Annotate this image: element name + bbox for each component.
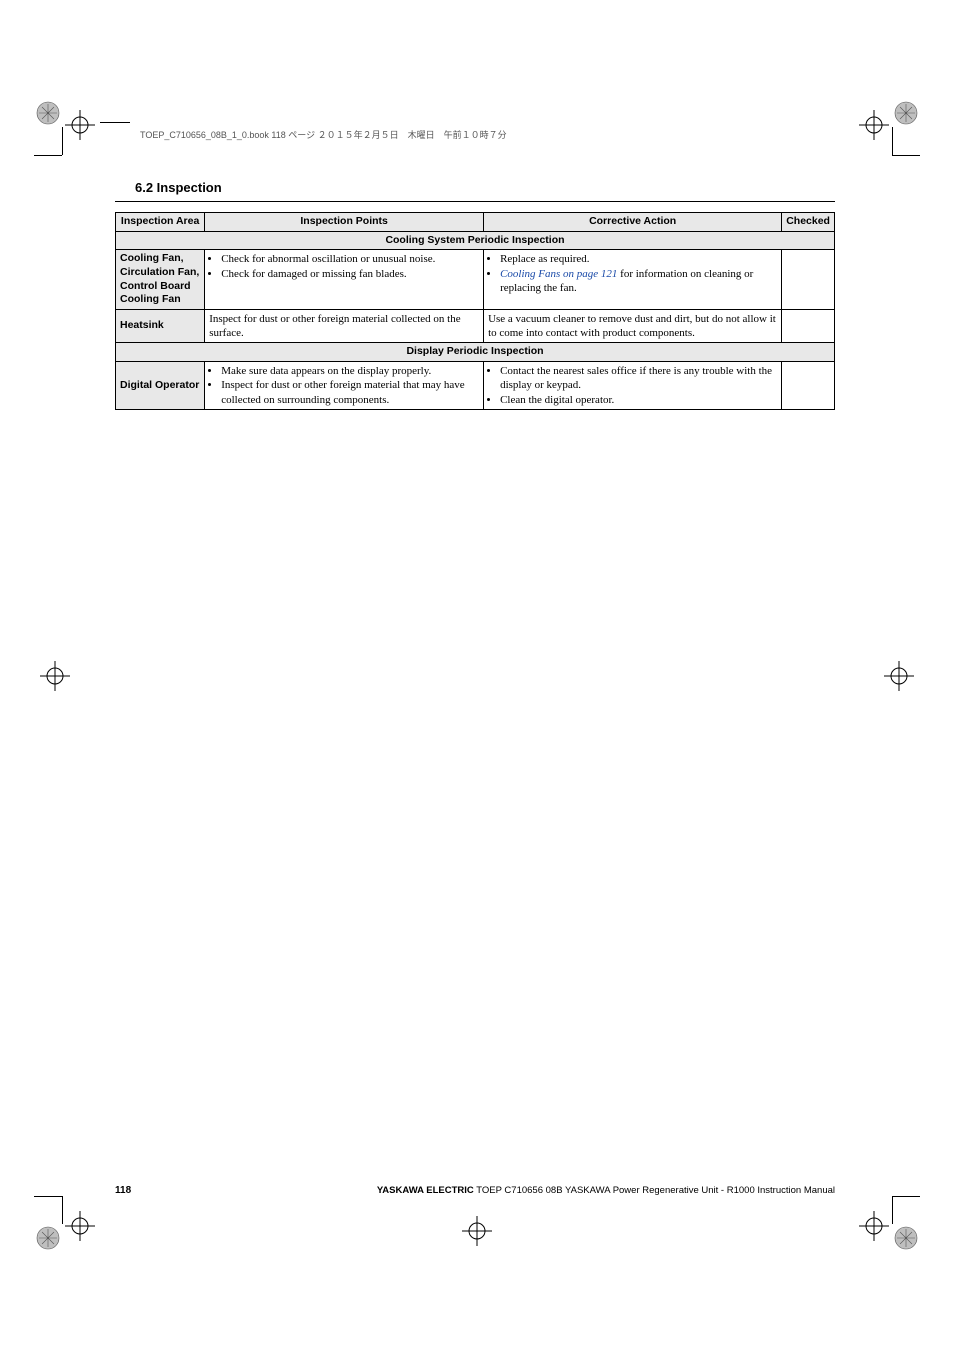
cell-action: Replace as required. Cooling Fans on pag… (484, 250, 782, 310)
cell-points: Inspect for dust or other foreign materi… (205, 309, 484, 343)
crosshair-icon (65, 1211, 95, 1241)
section-title: Cooling System Periodic Inspection (116, 231, 835, 250)
col-header-points: Inspection Points (205, 213, 484, 232)
cell-checked[interactable] (782, 250, 835, 310)
registration-mark-icon (893, 1225, 919, 1251)
list-item: Inspect for dust or other foreign materi… (221, 378, 479, 407)
cell-area: Heatsink (116, 309, 205, 343)
page-number: 118 (115, 1185, 131, 1196)
cell-checked[interactable] (782, 362, 835, 410)
crosshair-icon (462, 1216, 492, 1246)
cell-action: Contact the nearest sales office if ther… (484, 362, 782, 410)
crosshair-icon (859, 110, 889, 140)
section-title: Display Periodic Inspection (116, 343, 835, 362)
table-row: Cooling Fan, Circulation Fan, Control Bo… (116, 250, 835, 310)
cross-ref-link[interactable]: Cooling Fans on page 121 (500, 268, 617, 280)
cell-points: Make sure data appears on the display pr… (205, 362, 484, 410)
cell-checked[interactable] (782, 309, 835, 343)
footer-text: YASKAWA ELECTRIC TOEP C710656 08B YASKAW… (377, 1185, 835, 1196)
registration-mark-icon (893, 100, 919, 126)
table-row: Heatsink Inspect for dust or other forei… (116, 309, 835, 343)
crosshair-icon (65, 110, 95, 140)
cell-action: Use a vacuum cleaner to remove dust and … (484, 309, 782, 343)
table-row: Digital Operator Make sure data appears … (116, 362, 835, 410)
cell-area: Cooling Fan, Circulation Fan, Control Bo… (116, 250, 205, 310)
crosshair-icon (859, 1211, 889, 1241)
inspection-table: Inspection Area Inspection Points Correc… (115, 212, 835, 410)
registration-mark-icon (35, 100, 61, 126)
list-item: Check for damaged or missing fan blades. (221, 267, 479, 281)
list-item: Make sure data appears on the display pr… (221, 364, 479, 378)
crosshair-icon (40, 661, 70, 691)
list-item: Clean the digital operator. (500, 393, 777, 407)
list-item: Check for abnormal oscillation or unusua… (221, 252, 479, 266)
col-header-action: Corrective Action (484, 213, 782, 232)
list-item: Cooling Fans on page 121 for information… (500, 267, 777, 296)
table-section-row: Cooling System Periodic Inspection (116, 231, 835, 250)
crosshair-icon (884, 661, 914, 691)
list-item: Contact the nearest sales office if ther… (500, 364, 777, 393)
cell-points: Check for abnormal oscillation or unusua… (205, 250, 484, 310)
page-content: 6.2 Inspection Inspection Area Inspectio… (115, 100, 835, 410)
col-header-checked: Checked (782, 213, 835, 232)
page-footer: 118 YASKAWA ELECTRIC TOEP C710656 08B YA… (115, 1185, 835, 1196)
cell-area: Digital Operator (116, 362, 205, 410)
col-header-area: Inspection Area (116, 213, 205, 232)
section-heading: 6.2 Inspection (135, 180, 835, 195)
registration-mark-icon (35, 1225, 61, 1251)
heading-rule (115, 201, 835, 202)
table-header-row: Inspection Area Inspection Points Correc… (116, 213, 835, 232)
list-item: Replace as required. (500, 252, 777, 266)
table-section-row: Display Periodic Inspection (116, 343, 835, 362)
